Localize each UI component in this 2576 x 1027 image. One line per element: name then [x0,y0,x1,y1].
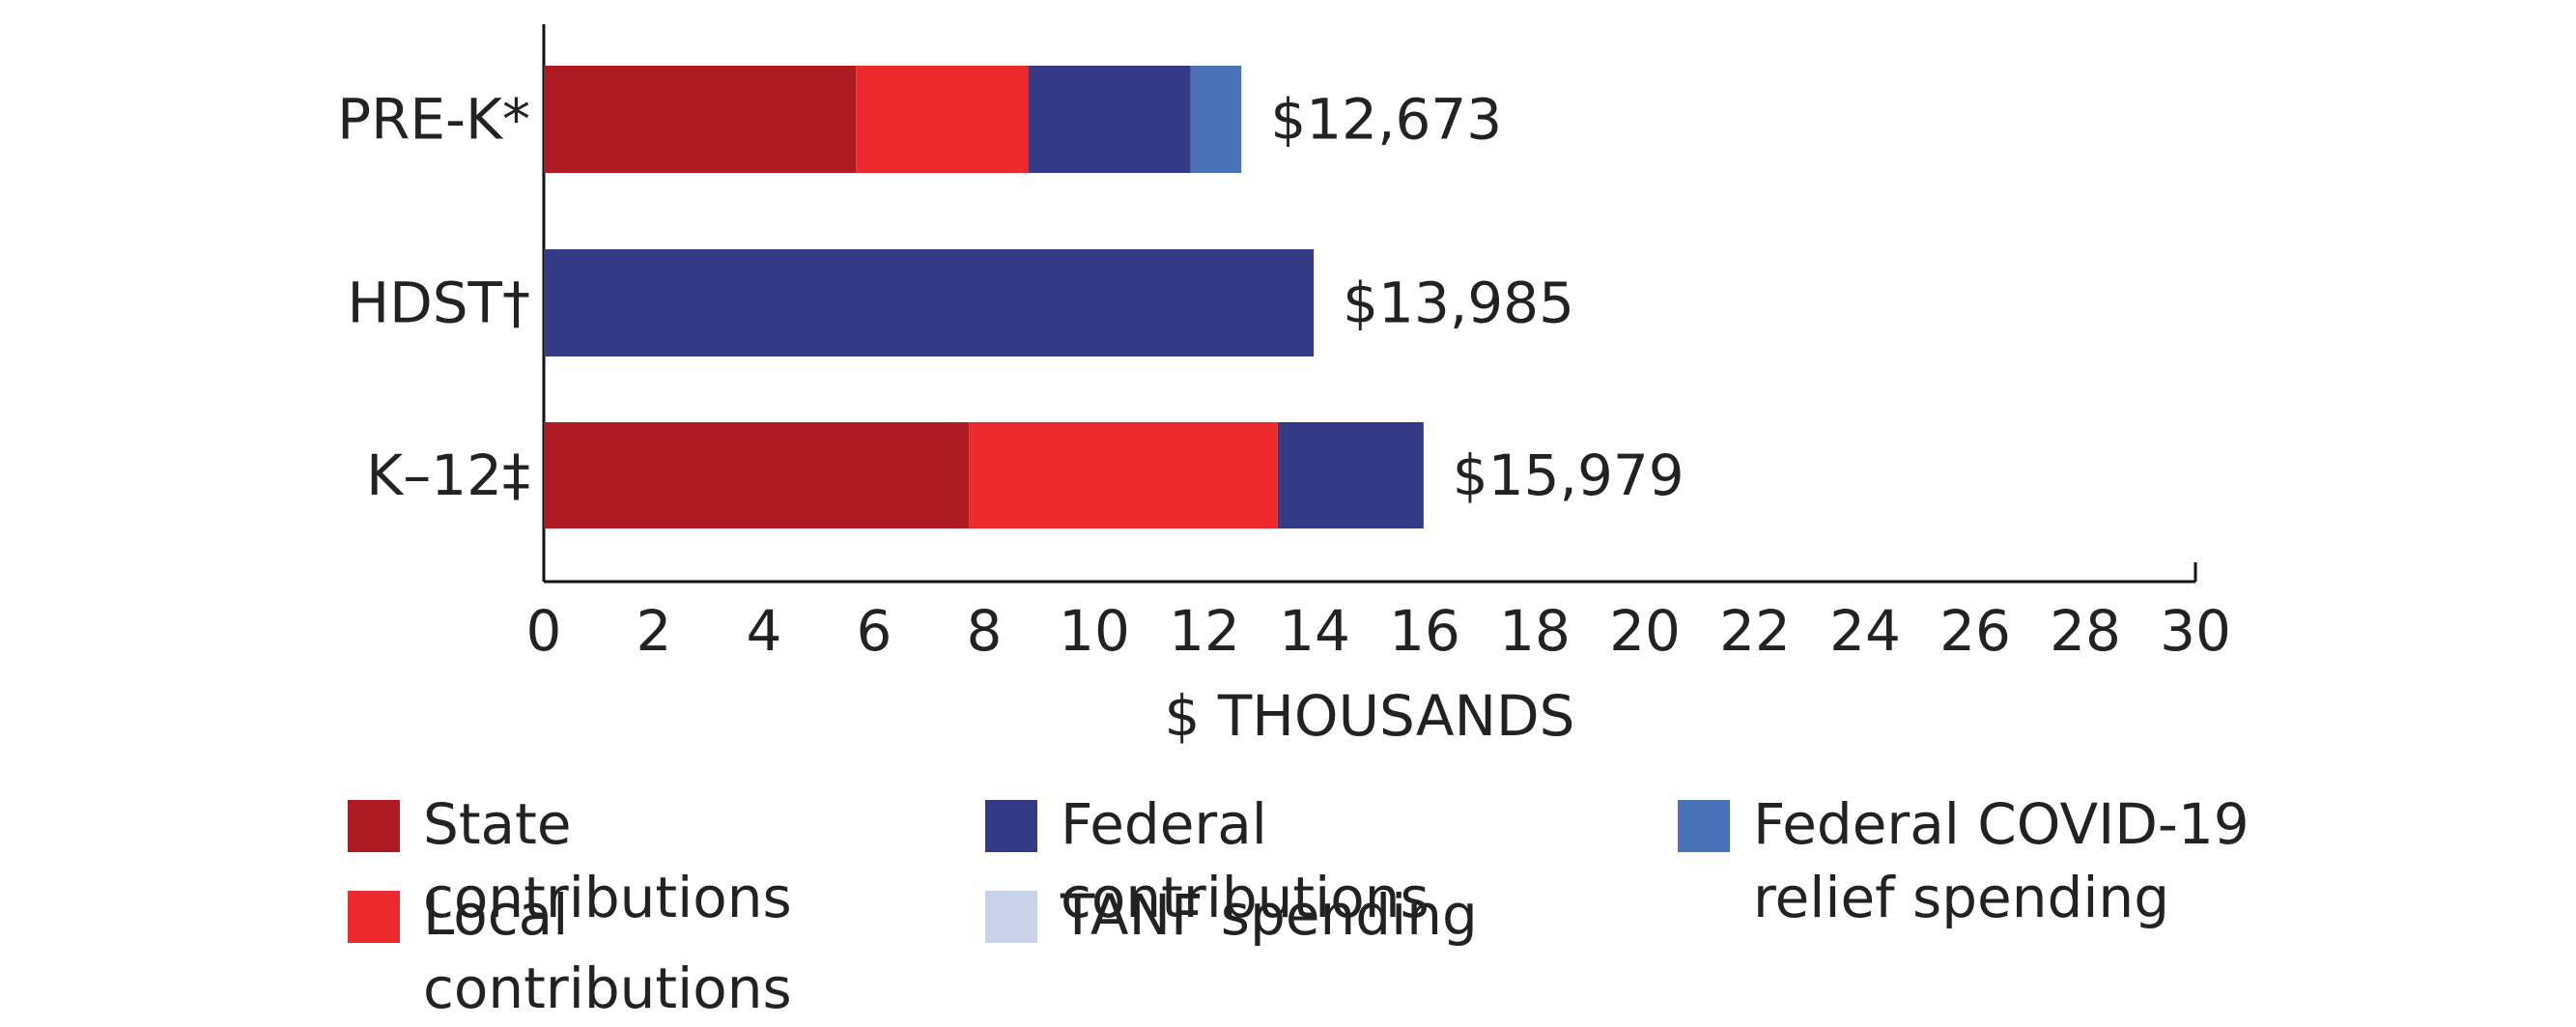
x-tick-label: 14 [1279,598,1350,664]
x-tick-label: 28 [2050,598,2121,664]
x-tick-label: 20 [1609,598,1681,664]
x-tick-label: 16 [1389,598,1460,664]
category-label: K–12‡ [366,442,530,508]
total-label: $13,985 [1343,271,1574,336]
bar-segment [1190,66,1242,173]
bar-segment [544,249,1315,357]
legend-swatch [985,800,1037,852]
x-tick-label: 26 [1939,598,2011,664]
x-axis-title: $ THOUSANDS [1165,683,1575,749]
x-tick-label: 18 [1499,598,1571,664]
x-tick-label: 12 [1169,598,1240,664]
legend-label: Local contributions [423,882,792,1021]
x-tick-label: 8 [967,598,1003,664]
legend-swatch [985,891,1037,943]
legend-label: Federal COVID-19 relief spending [1753,791,2250,930]
bar-segment [856,66,1029,173]
bar-segment [1028,66,1191,173]
bar-segment [544,422,970,528]
category-label: PRE-K* [337,87,530,153]
legend-swatch [348,800,400,852]
legend-label: Federal contributions [1061,791,1430,930]
x-tick-label: 4 [747,598,782,664]
x-tick-label: 10 [1059,598,1130,664]
legend-label: State contributions [423,791,792,930]
legend-swatch [1678,800,1730,852]
category-label: HDST† [347,271,530,336]
bar-segment [1277,422,1424,528]
legend-swatch [348,891,400,943]
legend-label: TANF spending [1060,882,1478,948]
total-label: $15,979 [1453,442,1684,508]
x-tick-label: 30 [2160,598,2231,664]
bar-segment [969,422,1278,528]
x-tick-label: 0 [526,598,562,664]
total-label: $12,673 [1270,87,1502,153]
x-tick-label: 6 [857,598,892,664]
x-tick-label: 2 [637,598,672,664]
x-tick-label: 24 [1829,598,1901,664]
bar-segment [544,66,857,173]
x-tick-label: 22 [1719,598,1791,664]
